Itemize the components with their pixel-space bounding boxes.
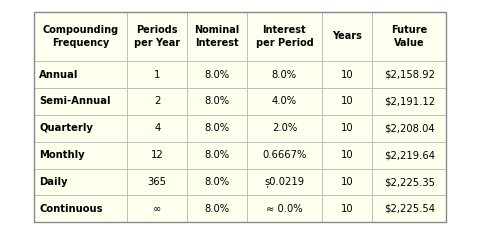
Bar: [322, 12, 372, 61]
Bar: [247, 142, 322, 168]
Text: $2,225.35: $2,225.35: [384, 177, 435, 187]
Bar: [127, 142, 187, 168]
Bar: [187, 195, 247, 222]
Bar: [187, 88, 247, 115]
Text: 8.0%: 8.0%: [204, 177, 230, 187]
Text: 2: 2: [154, 96, 160, 106]
Text: Quarterly: Quarterly: [39, 123, 93, 133]
Bar: [34, 12, 127, 61]
Text: 10: 10: [340, 70, 353, 80]
Text: Nominal
Interest: Nominal Interest: [194, 25, 240, 48]
Text: $2,158.92: $2,158.92: [384, 70, 435, 80]
Bar: [187, 115, 247, 142]
Text: 8.0%: 8.0%: [204, 96, 230, 106]
Bar: [372, 142, 446, 168]
Bar: [187, 61, 247, 88]
Bar: [247, 195, 322, 222]
Text: Annual: Annual: [39, 70, 79, 80]
Text: $2,191.12: $2,191.12: [384, 96, 435, 106]
Bar: [127, 61, 187, 88]
Bar: [372, 168, 446, 195]
Bar: [322, 142, 372, 168]
Bar: [187, 12, 247, 61]
Text: Interest
per Period: Interest per Period: [255, 25, 313, 48]
Text: 10: 10: [340, 96, 353, 106]
Text: 8.0%: 8.0%: [272, 70, 297, 80]
Text: ∞: ∞: [153, 204, 161, 214]
Bar: [127, 168, 187, 195]
Bar: [127, 12, 187, 61]
Text: 10: 10: [340, 177, 353, 187]
Bar: [34, 168, 127, 195]
Bar: [322, 61, 372, 88]
Text: $2,225.54: $2,225.54: [384, 204, 435, 214]
Text: Daily: Daily: [39, 177, 68, 187]
Bar: [34, 195, 127, 222]
Bar: [372, 12, 446, 61]
Bar: [247, 88, 322, 115]
Text: 12: 12: [151, 150, 164, 160]
Bar: [322, 88, 372, 115]
Text: 0.6667%: 0.6667%: [262, 150, 307, 160]
Bar: [322, 115, 372, 142]
Bar: [127, 195, 187, 222]
Bar: [372, 195, 446, 222]
Text: 8.0%: 8.0%: [204, 204, 230, 214]
Bar: [247, 12, 322, 61]
Bar: [372, 61, 446, 88]
Text: Continuous: Continuous: [39, 204, 103, 214]
Text: 2.0%: 2.0%: [272, 123, 297, 133]
Bar: [247, 61, 322, 88]
Bar: [34, 142, 127, 168]
Text: Semi-Annual: Semi-Annual: [39, 96, 111, 106]
Bar: [34, 115, 127, 142]
Bar: [247, 168, 322, 195]
Text: 4: 4: [154, 123, 160, 133]
Bar: [127, 88, 187, 115]
Text: $2,208.04: $2,208.04: [384, 123, 434, 133]
Bar: [127, 115, 187, 142]
Bar: [247, 115, 322, 142]
Bar: [34, 12, 446, 222]
Text: Monthly: Monthly: [39, 150, 85, 160]
Text: 8.0%: 8.0%: [204, 70, 230, 80]
Text: Compounding
Frequency: Compounding Frequency: [42, 25, 119, 48]
Bar: [322, 195, 372, 222]
Text: ≈ 0.0%: ≈ 0.0%: [266, 204, 303, 214]
Text: 365: 365: [148, 177, 167, 187]
Text: 10: 10: [340, 123, 353, 133]
Text: 8.0%: 8.0%: [204, 150, 230, 160]
Text: 1: 1: [154, 70, 160, 80]
Bar: [322, 168, 372, 195]
Bar: [372, 88, 446, 115]
Bar: [34, 61, 127, 88]
Text: Future
Value: Future Value: [391, 25, 427, 48]
Text: $2,219.64: $2,219.64: [384, 150, 435, 160]
Bar: [34, 88, 127, 115]
Text: Years: Years: [332, 31, 362, 41]
Text: 8.0%: 8.0%: [204, 123, 230, 133]
Bar: [187, 168, 247, 195]
Text: 10: 10: [340, 150, 353, 160]
Bar: [372, 115, 446, 142]
Text: ș0.0219: ș0.0219: [264, 177, 304, 187]
Bar: [187, 142, 247, 168]
Text: 10: 10: [340, 204, 353, 214]
Text: Periods
per Year: Periods per Year: [134, 25, 180, 48]
Text: 4.0%: 4.0%: [272, 96, 297, 106]
